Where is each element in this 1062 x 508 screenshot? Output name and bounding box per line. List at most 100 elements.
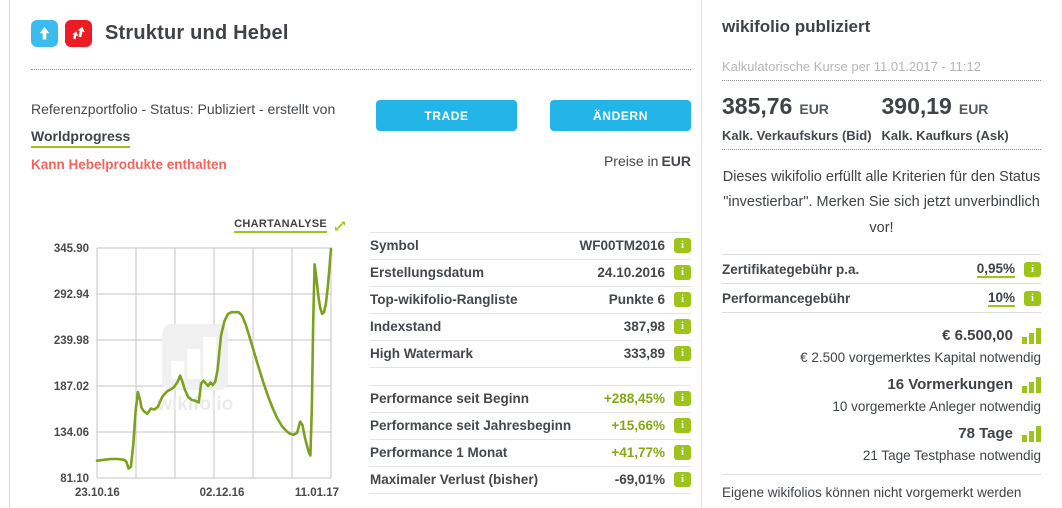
line-chart[interactable]: wikifolio 81.10 134.06 187.02 239.98 292.94 34… [31, 240, 349, 502]
row-label: Performance 1 Monat [370, 445, 508, 461]
chartanalyse-link[interactable]: CHARTANALYSE [234, 218, 327, 234]
fee-label: Zertifikategebühr p.a. [722, 261, 860, 277]
milestone-value: 78 Tage [958, 425, 1013, 443]
milestone-requirement: 21 Tage Testphase notwendig [862, 448, 1041, 464]
fees-table: Zertifikategebühr p.a. 0,95% Performance… [722, 254, 1041, 314]
info-icon[interactable] [674, 319, 691, 335]
milestones: € 6.500,00 € 2.500 vorgemerktes Kapital … [722, 327, 1041, 463]
bar-chart-icon [1022, 377, 1041, 394]
trade-button[interactable]: TRADE [376, 100, 517, 131]
svg-text:134.06: 134.06 [54, 427, 89, 439]
fee-label: Performancegebühr [722, 290, 851, 306]
details-section: Symbol WF00TM2016 Erstellungsdatum 24.10… [370, 231, 691, 507]
prices-in-label: Preise in EUR [603, 153, 691, 169]
double-arrow-up-badge-icon [65, 20, 92, 47]
info-icon[interactable] [674, 238, 691, 254]
row-value: -69,01% [614, 472, 665, 488]
table-row: Performance seit Jahresbeginn +15,66% [370, 413, 691, 440]
arrow-up-badge-icon [31, 20, 58, 47]
ask-currency: EUR [958, 101, 989, 117]
row-label: Indexstand [370, 319, 442, 335]
quote-timestamp: Kalkulatorische Kurse per 11.01.2017 - 1… [722, 59, 981, 74]
milestone-value: € 6.500,00 [942, 327, 1013, 345]
creator-link[interactable]: Worldprogress [31, 127, 131, 149]
row-label: Performance seit Beginn [370, 391, 530, 407]
table-row: Performance seit Beginn +288,45% [370, 386, 691, 413]
fee-value-link[interactable]: 10% [987, 289, 1015, 307]
table-row: Top-wikifolio-Rangliste Punkte 6 [370, 287, 691, 314]
row-value: +288,45% [603, 391, 665, 407]
milestone-requirement: € 2.500 vorgemerktes Kapital notwendig [800, 350, 1041, 366]
performance-table: Performance seit Beginn +288,45% Perform… [370, 384, 691, 494]
page-title: Struktur und Hebel [105, 22, 289, 44]
info-icon[interactable] [674, 391, 691, 407]
bid-ask-row: 385,76 EUR Kalk. Verkaufskurs (Bid) 390,1… [722, 93, 1041, 143]
header-divider [31, 69, 691, 70]
svg-text:239.98: 239.98 [54, 335, 90, 347]
bar-chart-icon [1022, 426, 1041, 443]
row-value: 387,98 [623, 319, 665, 335]
svg-text:wikifolio: wikifolio [156, 394, 233, 415]
leverage-warning: Kann Hebelprodukte enthalten [31, 157, 227, 173]
row-label: Performance seit Jahresbeginn [370, 418, 572, 434]
status-line: Referenzportfolio - Status: Publiziert -… [31, 101, 336, 117]
bid-price: 385,76 [722, 93, 793, 119]
chart-section: CHARTANALYSE wikifolio 81.10 134.06 187.02 2… [31, 218, 351, 507]
bid-currency: EUR [799, 101, 829, 117]
row-label: Top-wikifolio-Rangliste [370, 292, 518, 308]
capital-milestone: € 6.500,00 € 2.500 vorgemerktes Kapital … [722, 327, 1041, 365]
table-row: Erstellungsdatum 24.10.2016 [370, 260, 691, 287]
ask-price: 390,19 [881, 93, 952, 119]
ask-label: Kalk. Kaufkurs (Ask) [881, 128, 1009, 143]
info-icon[interactable] [674, 418, 691, 434]
row-value: WF00TM2016 [579, 238, 665, 254]
row-value: +41,77% [611, 445, 665, 461]
divider [722, 474, 1041, 476]
svg-text:02.12.16: 02.12.16 [200, 487, 245, 499]
table-row: Maximaler Verlust (bisher) -69,01% [370, 467, 691, 494]
table-row: Indexstand 387,98 [370, 314, 691, 341]
bid-block: 385,76 EUR Kalk. Verkaufskurs (Bid) [722, 93, 882, 143]
main-panel: Struktur und Hebel Referenzportfolio - S… [9, 0, 701, 508]
info-icon[interactable] [674, 445, 691, 461]
fee-row: Performancegebühr 10% [722, 284, 1041, 314]
svg-text:187.02: 187.02 [54, 381, 89, 393]
status-row: Referenzportfolio - Status: Publiziert -… [31, 100, 691, 174]
milestone-requirement: 10 vorgemerkte Anleger notwendig [832, 399, 1041, 415]
change-button[interactable]: ÄNDERN [550, 100, 691, 131]
row-value: Punkte 6 [608, 292, 665, 308]
expand-chart-icon[interactable] [333, 219, 347, 233]
own-wikifolio-note: Eigene wikifolios können nicht vorgemerk… [722, 485, 1022, 501]
info-icon[interactable] [674, 292, 691, 308]
info-icon[interactable] [674, 472, 691, 488]
fee-row: Zertifikategebühr p.a. 0,95% [722, 255, 1041, 285]
aside-title: wikifolio publiziert [722, 17, 871, 36]
table-row: High Watermark 333,89 [370, 341, 691, 368]
performance-chart[interactable]: wikifolio 81.10 134.06 187.02 239.98 292.94 34… [31, 240, 351, 507]
row-label: High Watermark [370, 346, 474, 362]
info-icon[interactable] [674, 265, 691, 281]
divider [722, 80, 1041, 81]
key-facts-table: Symbol WF00TM2016 Erstellungsdatum 24.10… [370, 231, 691, 368]
svg-text:81.10: 81.10 [60, 473, 89, 485]
fee-value-link[interactable]: 0,95% [976, 260, 1015, 278]
content-row: CHARTANALYSE wikifolio 81.10 134.06 187.02 2… [31, 218, 691, 507]
table-row: Symbol WF00TM2016 [370, 233, 691, 260]
watchers-milestone: 16 Vormerkungen 10 vorgemerkte Anleger n… [722, 376, 1041, 414]
investable-promo-text: Dieses wikifolio erfüllt alle Kriterien … [722, 169, 1041, 236]
divider [722, 149, 1041, 150]
bar-chart-icon [1022, 328, 1041, 345]
row-value: +15,66% [611, 418, 665, 434]
row-value: 24.10.2016 [597, 265, 665, 281]
svg-text:23.10.16: 23.10.16 [75, 487, 120, 499]
info-icon[interactable] [1024, 290, 1041, 306]
row-label: Maximaler Verlust (bisher) [370, 472, 539, 488]
ask-block: 390,19 EUR Kalk. Kaufkurs (Ask) [882, 93, 1042, 143]
table-row: Performance 1 Monat +41,77% [370, 440, 691, 467]
row-label: Erstellungsdatum [370, 265, 485, 281]
info-icon[interactable] [674, 346, 691, 362]
info-icon[interactable] [1024, 261, 1041, 277]
page-header: Struktur und Hebel [31, 20, 691, 47]
svg-text:11.01.17: 11.01.17 [295, 487, 339, 499]
milestone-value: 16 Vormerkungen [887, 376, 1013, 394]
